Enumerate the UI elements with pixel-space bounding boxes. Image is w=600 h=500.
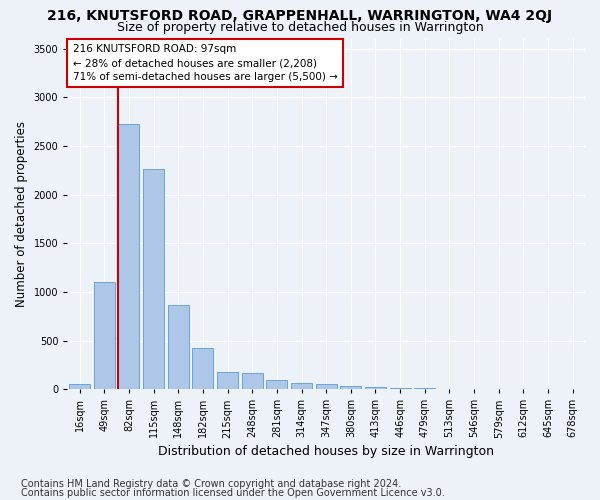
Bar [168,304,189,389]
Bar [340,386,361,389]
Text: 216 KNUTSFORD ROAD: 97sqm
← 28% of detached houses are smaller (2,208)
71% of se: 216 KNUTSFORD ROAD: 97sqm ← 28% of detac… [73,44,337,82]
Bar [291,384,312,389]
Bar [266,380,287,389]
Bar [414,388,435,389]
Bar [193,348,214,389]
Bar [143,170,164,389]
Text: 216, KNUTSFORD ROAD, GRAPPENHALL, WARRINGTON, WA4 2QJ: 216, KNUTSFORD ROAD, GRAPPENHALL, WARRIN… [47,9,553,23]
Text: Size of property relative to detached houses in Warrington: Size of property relative to detached ho… [116,22,484,35]
Text: Contains public sector information licensed under the Open Government Licence v3: Contains public sector information licen… [21,488,445,498]
Bar [217,372,238,389]
Text: Contains HM Land Registry data © Crown copyright and database right 2024.: Contains HM Land Registry data © Crown c… [21,479,401,489]
Bar [118,124,139,389]
Bar [69,384,90,389]
Y-axis label: Number of detached properties: Number of detached properties [15,121,28,307]
Bar [316,384,337,389]
X-axis label: Distribution of detached houses by size in Warrington: Distribution of detached houses by size … [158,444,494,458]
Bar [389,388,410,389]
Bar [365,386,386,389]
Bar [94,282,115,389]
Bar [242,373,263,389]
